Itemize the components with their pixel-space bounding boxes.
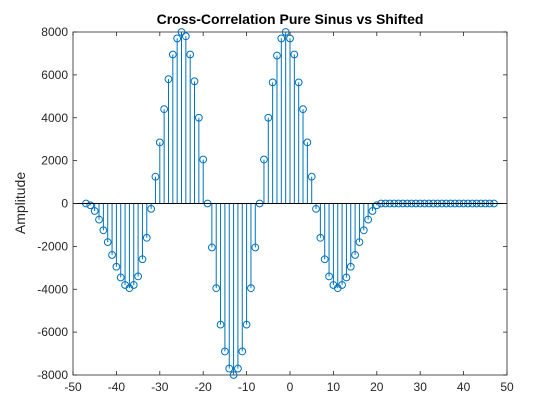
stem-marker bbox=[90, 207, 99, 215]
stem-marker bbox=[142, 233, 151, 242]
y-tick-label: -8000 bbox=[37, 368, 68, 382]
stem-marker bbox=[103, 238, 112, 246]
y-tick-label: -2000 bbox=[37, 239, 68, 253]
stem-marker bbox=[199, 155, 208, 164]
stem-marker bbox=[242, 320, 251, 329]
stem-marker bbox=[173, 34, 182, 43]
stem-marker bbox=[268, 78, 277, 87]
y-tick-label: 0 bbox=[61, 197, 68, 211]
stem-marker bbox=[281, 28, 290, 36]
y-axis: -8000 -6000 -4000 -2000 0 2000 4000 6000 8000 bbox=[37, 25, 507, 382]
stem-marker bbox=[277, 34, 286, 43]
stem-marker bbox=[312, 204, 320, 213]
stem-marker bbox=[151, 172, 160, 181]
stem-marker bbox=[359, 226, 368, 235]
stem-marker bbox=[216, 320, 225, 329]
y-tick-label: 8000 bbox=[41, 25, 68, 39]
stem-marker bbox=[338, 281, 346, 289]
stem-marker bbox=[194, 113, 203, 122]
stem-marker bbox=[181, 32, 190, 41]
y-tick-label: 6000 bbox=[41, 68, 68, 82]
x-tick-label: 40 bbox=[457, 380, 471, 394]
y-tick-label: -6000 bbox=[37, 325, 68, 339]
stem-marker bbox=[116, 273, 125, 282]
stem-marker bbox=[368, 207, 377, 215]
chart-title: Cross-Correlation Pure Sinus vs Shifted bbox=[157, 11, 424, 27]
stem-marker bbox=[134, 272, 143, 281]
stem-marker bbox=[247, 284, 255, 293]
x-axis: -50 -40 -30 -20 -10 0 10 20 30 40 50 bbox=[64, 32, 514, 394]
y-tick-label: -4000 bbox=[37, 282, 68, 296]
stem-marker bbox=[325, 272, 333, 281]
x-tick-label: -50 bbox=[64, 380, 82, 394]
stem-marker bbox=[186, 50, 195, 59]
stem-marker bbox=[351, 251, 360, 259]
stem-marker bbox=[320, 255, 329, 264]
x-tick-label: -40 bbox=[108, 380, 126, 394]
stem-marker bbox=[303, 138, 312, 147]
y-axis-label: Amplitude bbox=[12, 172, 28, 234]
x-tick-label: -30 bbox=[151, 380, 169, 394]
stem-marker bbox=[225, 364, 234, 373]
stem-marker bbox=[86, 201, 95, 210]
stem-marker bbox=[212, 284, 221, 293]
stem-marker bbox=[346, 262, 355, 271]
stem-marker bbox=[164, 75, 173, 84]
stem-marker bbox=[299, 105, 307, 114]
x-tick-label: 10 bbox=[327, 380, 341, 394]
stem-marker bbox=[190, 77, 199, 86]
stem-marker bbox=[273, 51, 281, 60]
stem-marker bbox=[260, 155, 268, 164]
stem-marker bbox=[316, 233, 325, 242]
stem-marker bbox=[155, 138, 164, 147]
stem-marker bbox=[234, 364, 242, 373]
stem-marker bbox=[364, 215, 373, 224]
x-tick-label: -10 bbox=[238, 380, 256, 394]
stem-marker bbox=[307, 172, 316, 181]
stem-marker bbox=[207, 243, 216, 252]
stem-marker bbox=[160, 105, 169, 114]
x-tick-label: 0 bbox=[287, 380, 294, 394]
stem-marker bbox=[238, 347, 247, 356]
stem-marker bbox=[372, 201, 381, 210]
stem-marker bbox=[129, 281, 138, 289]
stem-marker bbox=[138, 255, 147, 264]
x-tick-label: 50 bbox=[500, 380, 514, 394]
stem-marker bbox=[168, 50, 177, 59]
stem-marker bbox=[264, 113, 273, 122]
stem-marker bbox=[112, 262, 121, 271]
stem-marker bbox=[99, 226, 108, 235]
stem-marker bbox=[177, 28, 186, 36]
stem-marker bbox=[342, 273, 351, 282]
y-tick-label: 4000 bbox=[41, 111, 68, 125]
stem-marker bbox=[294, 78, 303, 87]
x-tick-label: 30 bbox=[414, 380, 428, 394]
plot-area: -50 -40 -30 -20 -10 0 10 20 30 40 50 -8000 -6000 -40… bbox=[37, 25, 514, 394]
stem-marker bbox=[108, 251, 116, 259]
stem-marker bbox=[95, 215, 103, 224]
stem-marker bbox=[229, 371, 238, 379]
stem-marker bbox=[147, 204, 156, 213]
y-tick-label: 2000 bbox=[41, 154, 68, 168]
x-tick-label: -20 bbox=[195, 380, 213, 394]
stem-marker bbox=[355, 238, 364, 246]
x-tick-label: 20 bbox=[370, 380, 384, 394]
stem-marker bbox=[290, 50, 299, 59]
stem-marker bbox=[251, 243, 260, 252]
stem-marker bbox=[221, 347, 229, 356]
